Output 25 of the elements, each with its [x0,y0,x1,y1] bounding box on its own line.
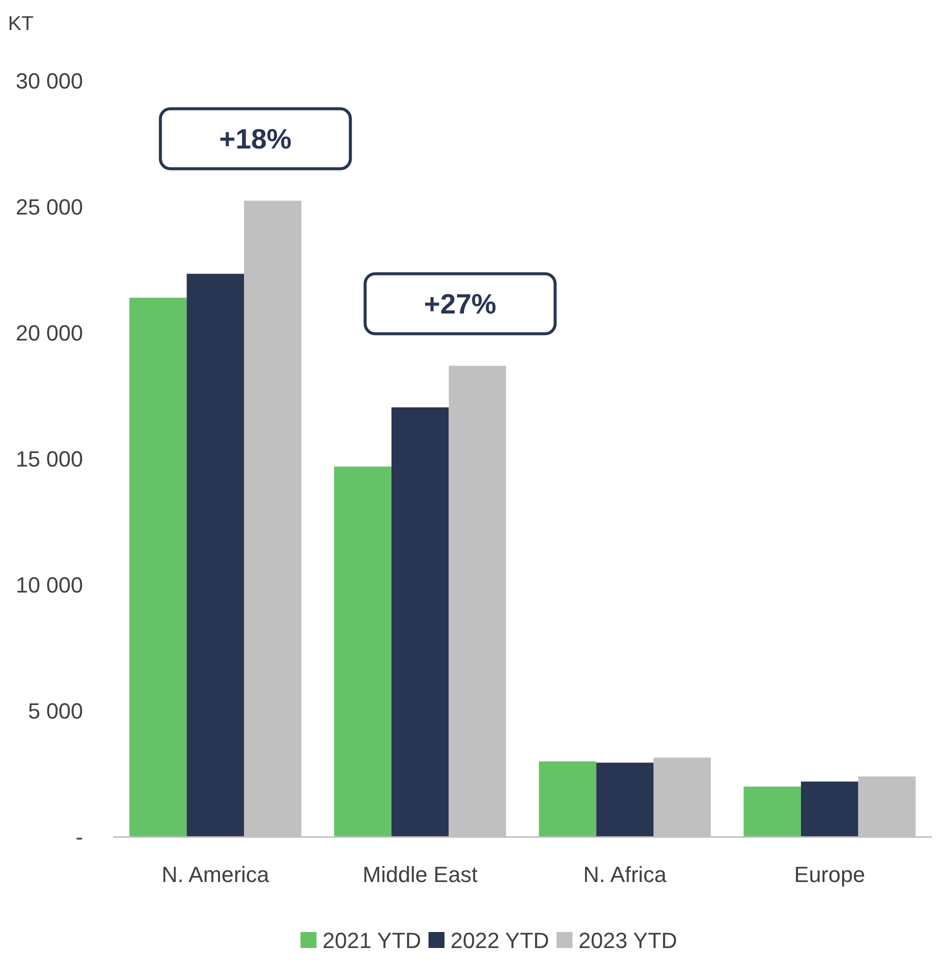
annotation: +27% [424,288,496,320]
bar [334,466,392,837]
y-tick-label: 20 000 [16,320,83,346]
x-tick-label: N. Africa [583,862,668,887]
y-tick-label: 25 000 [16,194,83,220]
bar [800,782,858,837]
y-tick-label: - [76,824,83,850]
y-tick-label: 10 000 [16,572,83,598]
x-tick-label: N. America [162,862,270,887]
y-axis-title: KT [8,13,34,35]
x-tick-label: Middle East [362,862,478,887]
annotation: +18% [219,124,292,154]
bar [129,298,187,837]
y-tick-label: 30 000 [16,68,83,94]
bar [596,762,654,837]
legend-label: 2021 YTD [322,928,422,953]
legend-label: 2023 YTD [578,928,678,953]
bar [744,786,801,837]
y-tick-label: 5 000 [28,698,83,724]
legend-label: 2022 YTD [450,928,550,953]
bar [391,407,449,837]
x-tick-label: Europe [794,862,866,887]
y-tick-label: 15 000 [16,446,83,472]
bar [186,274,244,837]
bar [538,761,596,837]
